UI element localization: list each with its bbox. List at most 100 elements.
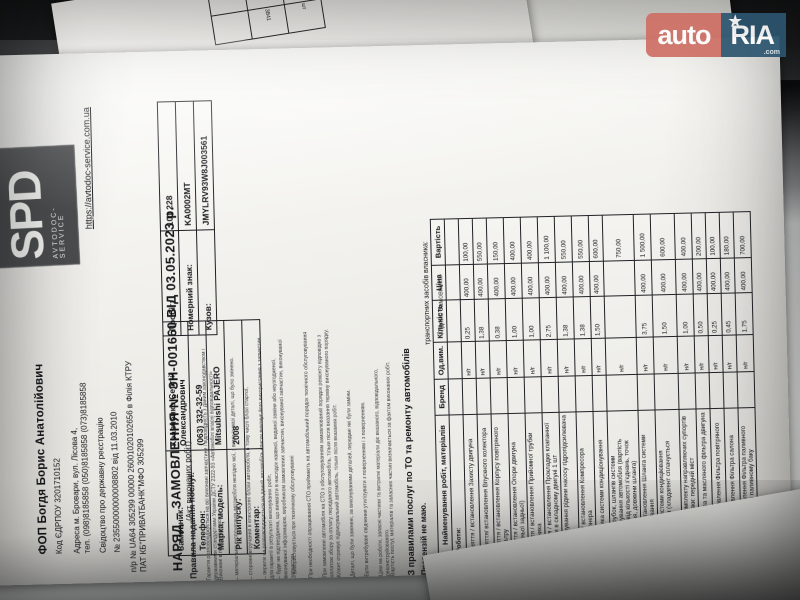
row-unit: н/г: [677, 336, 696, 374]
row-brand: [695, 372, 710, 409]
row-unit: н/г: [523, 339, 542, 377]
row-qty: 1,38: [573, 296, 592, 340]
row-qty: 1,50: [652, 294, 678, 338]
row-unit: н/г: [461, 341, 477, 379]
row-price: 400,00: [473, 263, 489, 300]
watermark-domain-suffix: .com: [763, 49, 780, 56]
header-sum: Вартість: [430, 219, 446, 265]
row-brand: [575, 375, 594, 412]
row-brand: [524, 376, 543, 413]
row-qty: 0,45: [721, 293, 737, 336]
row-brand: [637, 373, 655, 411]
section-sum: [444, 218, 460, 265]
logo-mark: SPD: [0, 170, 54, 262]
row-unit: н/г: [506, 340, 525, 378]
watermark-ria-block: ★ RIA .com: [720, 13, 786, 57]
row-sum: 1 100,00: [537, 216, 556, 263]
row-qty: 1,38: [474, 299, 490, 342]
row-unit: н/г: [591, 338, 607, 376]
vehicle-value: JMYLRV93W8J003561: [193, 100, 215, 231]
row-unit: н/г: [574, 338, 593, 376]
vehicle-label: Кузов:: [196, 229, 218, 336]
row-qty: 3,75: [635, 295, 654, 338]
logo-tagline: AVTODOC-SERVICE: [50, 206, 67, 259]
row-qty: 0,25: [707, 293, 723, 336]
row-unit: н/г: [636, 337, 655, 375]
row-brand: [490, 377, 509, 414]
row-unit: н/г: [489, 340, 508, 378]
row-qty: 1,75: [735, 292, 754, 336]
row-qty: 1,00: [505, 298, 524, 341]
row-price: 400,00: [589, 260, 605, 297]
row-qty: 2,75: [539, 297, 558, 340]
row-qty: 1,38: [556, 297, 575, 340]
row-sum: 550,00: [472, 218, 488, 264]
row-brand: [709, 371, 724, 409]
row-price: 400,00: [504, 262, 523, 299]
section-unit: [447, 341, 463, 379]
row-price: 400,00: [538, 261, 557, 298]
row-sum: 700,00: [733, 211, 752, 258]
row-unit: н/г: [736, 334, 755, 372]
row-brand: [737, 371, 755, 408]
mini-cell: [211, 10, 253, 45]
row-sum: 180,00: [719, 211, 735, 258]
watermark-auto-label: auto: [645, 13, 721, 57]
row-unit: н/г: [708, 335, 724, 373]
row-qty: 0,25: [460, 299, 476, 342]
logo-url: https://avtodoc-service.com.ua: [80, 107, 94, 230]
row-price: 400,00: [692, 258, 708, 295]
row-qty: 1,50: [590, 296, 606, 339]
row-price: 400,00: [675, 258, 694, 295]
row-brand: [462, 377, 478, 415]
row-sum: 100,00: [705, 212, 721, 259]
mini-cell: ЗВ41: [247, 4, 289, 40]
row-price: [603, 260, 636, 297]
mini-cell: шт: [284, 0, 326, 34]
vehicle-table: Пробіг: 101 228 Номерний знак: KA0002MT …: [157, 100, 218, 336]
section-brand: [448, 378, 464, 415]
header-price: Ціна: [431, 264, 447, 301]
row-qty: 0,50: [693, 293, 709, 337]
row-brand: [558, 375, 577, 413]
row-price: 400,00: [634, 259, 653, 296]
star-icon: ★: [728, 13, 742, 30]
row-qty: 1,00: [676, 294, 695, 337]
row-sum: 150,00: [486, 217, 505, 264]
row-unit: н/г: [694, 335, 710, 373]
row-price: 400,00: [555, 261, 574, 298]
row-sum: 400,00: [520, 216, 539, 263]
row-price: 400,00: [572, 261, 591, 298]
row-unit: н/г: [605, 337, 638, 375]
row-unit: н/г: [557, 339, 576, 376]
row-qty: 1,00: [522, 297, 541, 341]
header-brand: Бренд: [434, 378, 450, 416]
row-sum: 400,00: [503, 217, 522, 264]
row-sum: 100,00: [458, 218, 474, 265]
row-sum: 750,00: [602, 214, 635, 261]
keyboard-shadow: [0, 480, 800, 600]
spd-logo: SPD AVTODOC-SERVICE: [0, 144, 81, 269]
section-qty: [446, 299, 462, 343]
row-price: 400,00: [734, 257, 753, 294]
row-sum: 600,00: [650, 213, 676, 260]
row-price: 400,00: [651, 259, 677, 296]
row-brand: [678, 372, 696, 410]
row-qty: [604, 295, 637, 339]
row-brand: [507, 376, 526, 414]
row-sum: 550,00: [571, 215, 590, 262]
row-unit: н/г: [475, 341, 491, 378]
row-sum: 400,00: [674, 213, 693, 260]
row-unit: н/г: [653, 336, 679, 374]
row-sum: 600,00: [588, 215, 604, 262]
row-brand: [476, 377, 492, 415]
row-brand: [723, 371, 738, 409]
row-price: 400,00: [487, 263, 506, 300]
autoria-watermark: auto ★ RIA .com: [645, 13, 786, 57]
row-price: 400,00: [720, 257, 736, 294]
row-qty: 0,38: [488, 298, 507, 342]
section-price: [445, 264, 461, 301]
header-unit: Од.вим.: [433, 342, 449, 379]
row-brand: [592, 374, 608, 412]
